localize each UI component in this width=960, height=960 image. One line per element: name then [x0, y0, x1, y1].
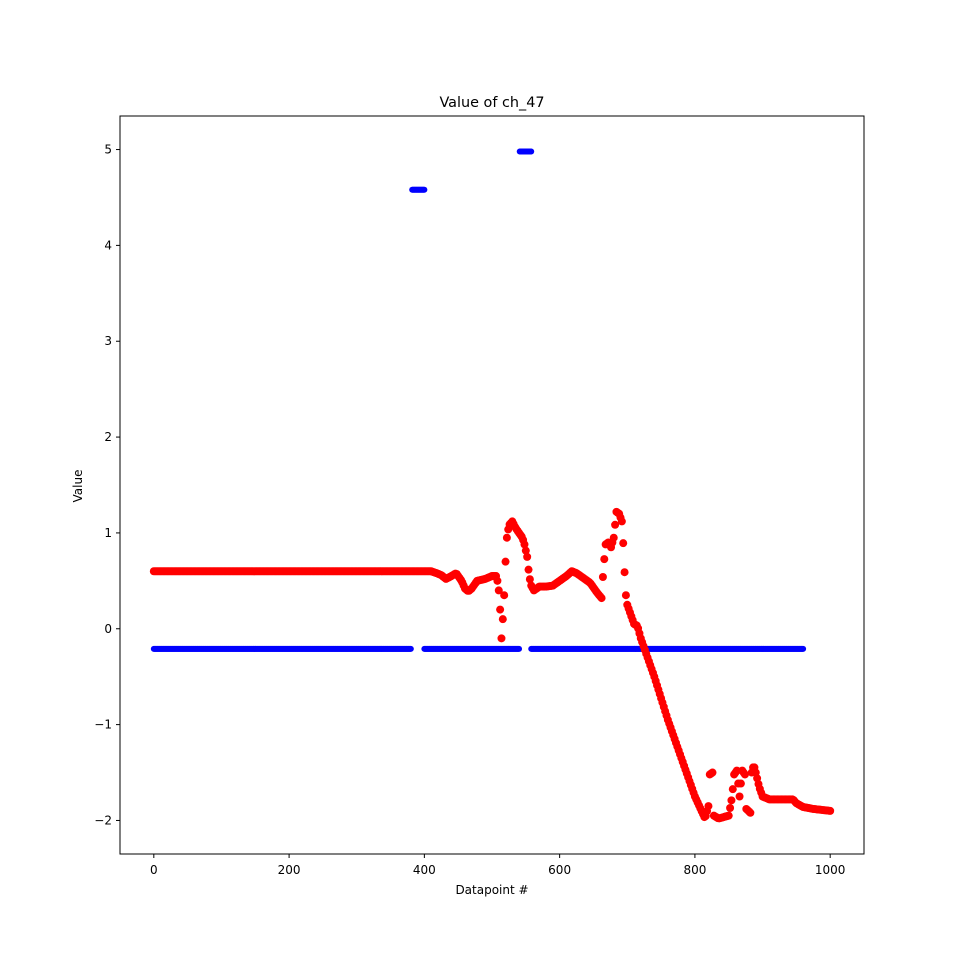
red-data-point [525, 575, 534, 584]
y-tick-label: −1 [94, 718, 112, 732]
red-data-point [704, 802, 713, 811]
y-tick-label: 2 [104, 430, 112, 444]
chart-title: Value of ch_47 [439, 95, 544, 111]
red-data-point [598, 573, 607, 582]
red-data-point [735, 792, 744, 801]
x-tick-label: 800 [683, 863, 706, 877]
red-data-point [502, 533, 511, 542]
y-tick-label: −2 [94, 813, 112, 827]
red-data-point [497, 634, 506, 643]
blue-data-point [528, 148, 535, 155]
x-tick-label: 1000 [815, 863, 846, 877]
red-data-point [494, 586, 503, 595]
blue-data-point [407, 645, 414, 652]
y-tick-label: 5 [104, 143, 112, 157]
x-tick-label: 400 [413, 863, 436, 877]
x-tick-label: 200 [278, 863, 301, 877]
blue-data-point [516, 645, 523, 652]
red-data-point [740, 770, 749, 779]
red-data-point [496, 605, 505, 614]
red-data-point [746, 808, 755, 817]
red-data-point [493, 576, 502, 585]
red-data-point [726, 803, 735, 812]
x-tick-label: 600 [548, 863, 571, 877]
red-data-point [501, 557, 510, 566]
red-data-point [524, 565, 533, 574]
blue-data-point [800, 645, 807, 652]
y-tick-label: 1 [104, 526, 112, 540]
red-data-point [520, 540, 529, 549]
plot-frame [119, 115, 865, 855]
red-data-point [521, 546, 530, 555]
y-tick-label: 3 [104, 334, 112, 348]
red-data-point [611, 520, 620, 529]
data-points [149, 148, 835, 823]
y-tick-label: 4 [104, 238, 112, 252]
red-data-point [736, 779, 745, 788]
x-axis-ticks: 0 200 400 600 800 1000 [150, 854, 845, 877]
red-data-point [620, 568, 629, 577]
red-data-point [826, 806, 835, 815]
x-tick-label: 0 [150, 863, 158, 877]
red-data-point [500, 591, 509, 600]
red-data-point [728, 785, 737, 794]
red-data-point [600, 555, 609, 564]
red-data-point [724, 811, 733, 820]
y-axis-label: Value [71, 470, 85, 503]
blue-data-point [421, 186, 428, 193]
y-axis-ticks: −2 −1 0 1 2 3 4 5 [94, 143, 120, 827]
red-data-point [727, 796, 736, 805]
y-tick-label: 0 [104, 622, 112, 636]
red-data-point [597, 594, 606, 603]
red-data-point [523, 552, 532, 561]
red-data-point [617, 517, 626, 526]
red-data-point [498, 615, 507, 624]
x-axis-label: Datapoint # [455, 883, 528, 897]
red-data-point [609, 533, 618, 542]
red-data-point [619, 539, 628, 548]
red-data-point [621, 591, 630, 600]
red-data-point [708, 768, 717, 777]
